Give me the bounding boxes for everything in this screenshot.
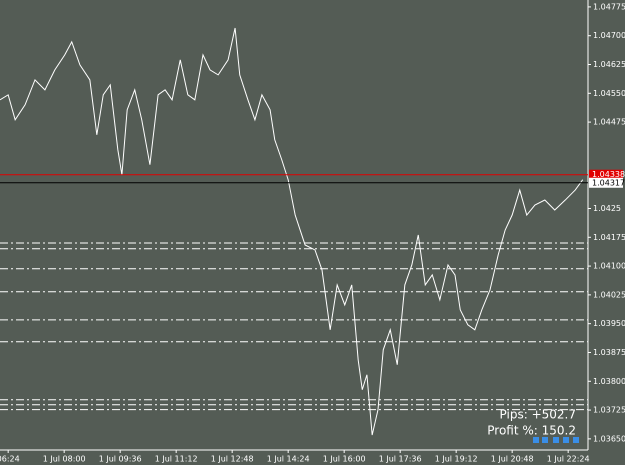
y-tick-label: 1.03875 (593, 348, 625, 357)
x-tick-label: 1 Jul 17:36 (379, 455, 422, 464)
x-tick-label: 1 Jul 09:36 (99, 455, 142, 464)
x-tick-label: 1 Jul 19:12 (435, 455, 478, 464)
y-tick-label: 1.04700 (593, 31, 625, 40)
ask-label: 1.04338 (592, 170, 625, 179)
ask-label-box (589, 169, 623, 180)
x-tick-label: 1 Jul 16:00 (323, 455, 366, 464)
trade-icons (533, 437, 579, 443)
y-tick-label: 1.04025 (593, 290, 625, 299)
y-tick-label: 1.03725 (593, 406, 625, 415)
x-tick-label: 06:24 (0, 455, 20, 464)
x-tick-label: 1 Jul 12:48 (211, 455, 254, 464)
x-tick-label: 1 Jul 22:24 (547, 455, 590, 464)
x-tick-label: 1 Jul 11:12 (155, 455, 198, 464)
y-tick-label: 1.04175 (593, 233, 625, 242)
y-tick-label: 1.04625 (593, 60, 625, 69)
x-tick-label: 1 Jul 08:00 (43, 455, 86, 464)
profit-label: Profit %: 150.2 (487, 424, 576, 438)
x-tick-label: 1 Jul 20:48 (491, 455, 534, 464)
bid-label: 1.04317 (592, 178, 625, 187)
y-tick-label: 1.04775 (593, 2, 625, 11)
bid-label-box (589, 177, 623, 188)
y-tick-label: 1.03950 (593, 319, 625, 328)
y-tick-label: 1.04550 (593, 89, 625, 98)
y-tick-label: 1.04475 (593, 118, 625, 127)
y-tick-label: 1.04100 (593, 262, 625, 271)
pips-label: Pips: +502.7 (500, 408, 576, 422)
y-tick-label: 1.03650 (593, 434, 625, 443)
price-line (0, 27, 584, 436)
y-tick-label: 1.03800 (593, 377, 625, 386)
y-tick-label: 1.0425 (593, 204, 621, 213)
x-tick-label: 1 Jul 14:24 (267, 455, 310, 464)
